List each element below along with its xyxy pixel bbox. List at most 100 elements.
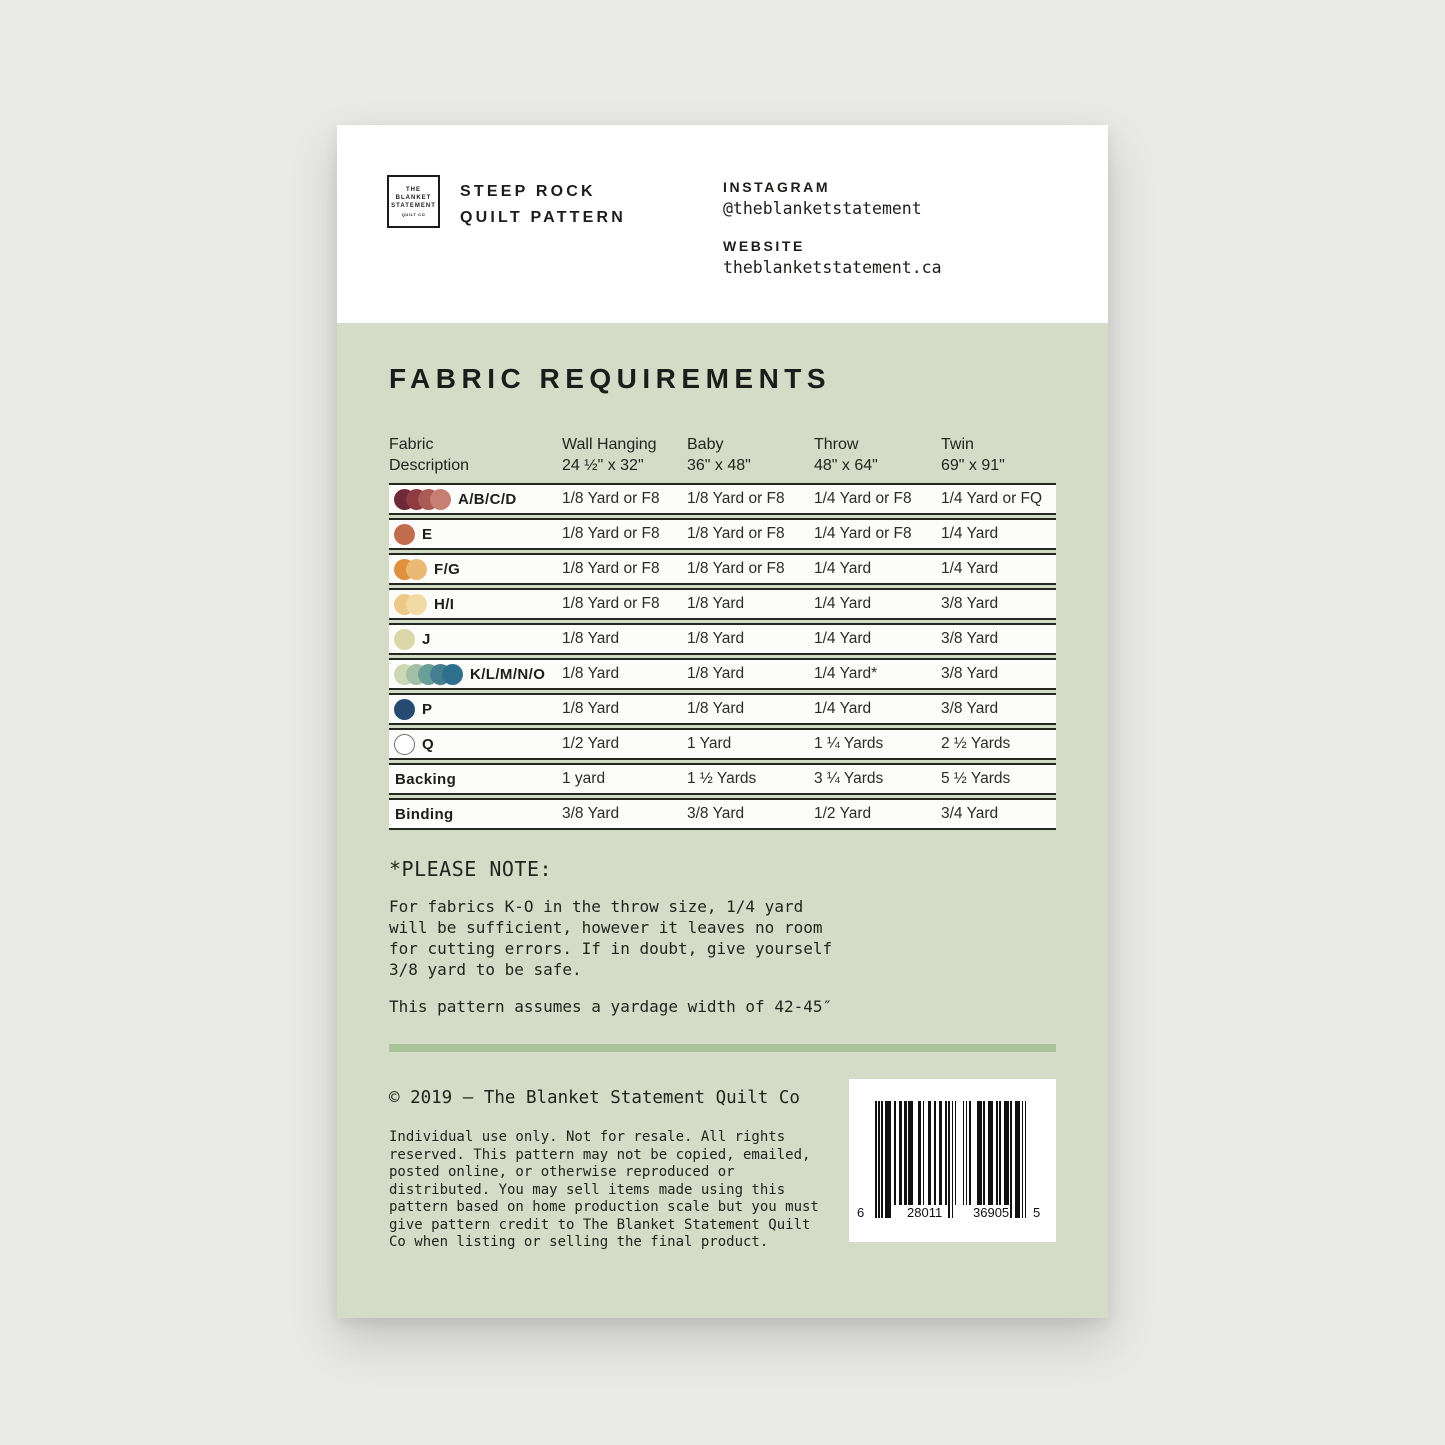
barcode-digits: 6 xyxy=(857,1205,865,1220)
website-url: theblanketstatement.ca xyxy=(723,258,942,277)
fabric-swatch xyxy=(394,733,415,755)
table-row: H/I 1/8 Yard or F8 1/8 Yard 1/4 Yard 3/8 Yar… xyxy=(389,588,1056,620)
table-row: P 1/8 Yard 1/8 Yard 1/4 Yard 3/8 Yard xyxy=(389,693,1056,725)
fabric-table: Fabric Description Wall Hanging 24 ½" x 32"… xyxy=(389,434,1056,830)
yardage-value: 1/8 Yard xyxy=(687,700,745,717)
fabric-label: Backing xyxy=(395,770,457,788)
table-row: E 1/8 Yard or F8 1/8 Yard or F8 1/4 Yard or… xyxy=(389,518,1056,550)
brand-logo: THE BLANKET STATEMENT QUILT CO xyxy=(387,175,440,228)
fabric-label: Binding xyxy=(395,805,454,823)
table-header: Fabric Description Wall Hanging 24 ½" x 32"… xyxy=(389,434,1056,476)
fabric-description-cell: A/B/C/D xyxy=(389,488,562,510)
logo-text-line1: THE xyxy=(406,187,421,193)
fabric-swatch xyxy=(430,488,451,510)
yardage-value: 1/4 Yard xyxy=(941,525,999,542)
yardage-value: 1 Yard xyxy=(687,735,732,752)
fabric-label: E xyxy=(422,525,433,543)
fabric-description-cell: Q xyxy=(389,733,562,755)
please-note-block: *PLEASE NOTE: For fabrics K-O in the thr… xyxy=(389,856,1056,1017)
table-row: K/L/M/N/O 1/8 Yard 1/8 Yard 1/4 Yard* 3/8 Ya… xyxy=(389,658,1056,690)
yardage-value: 1/4 Yard xyxy=(814,595,872,612)
fabric-label: K/L/M/N/O xyxy=(470,665,546,683)
barcode-digits: 28011 xyxy=(907,1205,943,1220)
fabric-description-cell: E xyxy=(389,523,562,545)
table-row: Q 1/2 Yard 1 Yard 1 ¼ Yards 2 ½ Yards xyxy=(389,728,1056,760)
fabric-swatch xyxy=(394,523,415,545)
pattern-title: STEEP ROCK QUILT PATTERN xyxy=(460,179,626,231)
barcode: 6 28011 36905 5 xyxy=(849,1079,1056,1242)
yardage-value: 1/8 Yard or F8 xyxy=(562,525,660,542)
column-header: Twin 69" x 91" xyxy=(941,436,1005,474)
fabric-description-cell: H/I xyxy=(389,593,562,615)
fabric-swatch xyxy=(406,593,427,615)
yardage-value: 1/2 Yard xyxy=(814,805,872,822)
fabric-description-cell: Binding xyxy=(389,806,562,823)
copyright-text: © 2019 – The Blanket Statement Quilt Co xyxy=(389,1088,800,1108)
fabric-description-cell: J xyxy=(389,628,562,650)
instagram-handle: @theblanketstatement xyxy=(723,199,922,218)
yardage-value: 1/4 Yard* xyxy=(814,665,878,682)
footer-block: © 2019 – The Blanket Statement Quilt Co … xyxy=(389,1079,1056,1252)
yardage-value: 1/8 Yard or F8 xyxy=(687,490,785,507)
logo-text-line3: STATEMENT xyxy=(391,203,436,209)
yardage-value: 1 ½ Yards xyxy=(687,770,757,787)
column-header: Baby 36" x 48" xyxy=(687,436,751,474)
pattern-title-line2: QUILT PATTERN xyxy=(460,209,627,226)
fabric-description-cell: Backing xyxy=(389,771,562,788)
note-body: For fabrics K-O in the throw size, 1/4 y… xyxy=(389,897,833,979)
divider xyxy=(389,1044,1056,1052)
yardage-value: 3 ¼ Yards xyxy=(814,770,884,787)
yardage-value: 1/8 Yard xyxy=(562,630,620,647)
yardage-value: 1/8 Yard xyxy=(562,665,620,682)
yardage-value: 1/8 Yard or F8 xyxy=(562,560,660,577)
yardage-value: 5 ½ Yards xyxy=(941,770,1011,787)
yardage-value: 3/8 Yard xyxy=(687,805,745,822)
yardage-value: 1/4 Yard or F8 xyxy=(814,525,912,542)
note-title: *PLEASE NOTE: xyxy=(389,857,553,881)
fabric-requirements-section: FABRIC REQUIREMENTS Fabric Description Wal… xyxy=(337,323,1108,1318)
table-row: Backing 1 yard 1 ½ Yards 3 ¼ Yards 5 ½ Yards xyxy=(389,763,1056,795)
fabric-label: A/B/C/D xyxy=(458,490,517,508)
section-title: FABRIC REQUIREMENTS xyxy=(389,363,832,394)
yardage-value: 3/4 Yard xyxy=(941,805,999,822)
pattern-card-header: THE BLANKET STATEMENT QUILT CO STEEP ROC… xyxy=(337,125,1108,323)
yardage-value: 1/4 Yard xyxy=(814,630,872,647)
yardage-value: 1/4 Yard or F8 xyxy=(814,490,912,507)
barcode-digits: 36905 xyxy=(973,1205,1010,1220)
fabric-swatch xyxy=(394,698,415,720)
yardage-value: 1/8 Yard or F8 xyxy=(562,490,660,507)
yardage-value: 1/8 Yard xyxy=(562,700,620,717)
fabric-swatch xyxy=(394,628,415,650)
fabric-description-cell: P xyxy=(389,698,562,720)
table-row: A/B/C/D 1/8 Yard or F8 1/8 Yard or F8 1/4 Y… xyxy=(389,483,1056,515)
table-row: J 1/8 Yard 1/8 Yard 1/4 Yard 3/8 Yard xyxy=(389,623,1056,655)
yardage-value: 1/4 Yard xyxy=(941,560,999,577)
table-body: A/B/C/D 1/8 Yard or F8 1/8 Yard or F8 1/4 Y… xyxy=(389,483,1056,830)
barcode-bars xyxy=(875,1101,1027,1218)
logo-subtext: QUILT CO xyxy=(401,212,426,217)
pattern-card: THE BLANKET STATEMENT QUILT CO STEEP ROC… xyxy=(337,125,1108,1318)
fabric-description-cell: F/G xyxy=(389,558,562,580)
column-header: Throw 48" x 64" xyxy=(814,436,878,474)
yardage-value: 1/8 Yard or F8 xyxy=(687,525,785,542)
yardage-value: 3/8 Yard xyxy=(941,630,999,647)
fabric-description-cell: K/L/M/N/O xyxy=(389,663,562,685)
fabric-label: Q xyxy=(422,735,435,753)
fabric-label: P xyxy=(422,700,433,718)
fabric-label: J xyxy=(422,630,431,648)
legal-text: Individual use only. Not for resale. All… xyxy=(389,1129,819,1250)
fabric-swatch xyxy=(442,663,463,685)
yardage-value: 1 ¼ Yards xyxy=(814,735,884,752)
table-row: F/G 1/8 Yard or F8 1/8 Yard or F8 1/4 Yard 1… xyxy=(389,553,1056,585)
column-header: Fabric Description xyxy=(389,436,470,474)
column-header: Wall Hanging 24 ½" x 32" xyxy=(562,436,657,474)
yardage-value: 1/8 Yard xyxy=(687,630,745,647)
yardage-value: 1/2 Yard xyxy=(562,735,620,752)
yardage-value: 1 yard xyxy=(562,770,606,787)
yardage-value: 1/4 Yard xyxy=(814,560,872,577)
yardage-value: 3/8 Yard xyxy=(562,805,620,822)
fabric-swatch xyxy=(406,558,427,580)
yardage-value: 1/8 Yard or F8 xyxy=(687,560,785,577)
yardage-value: 2 ½ Yards xyxy=(941,735,1011,752)
